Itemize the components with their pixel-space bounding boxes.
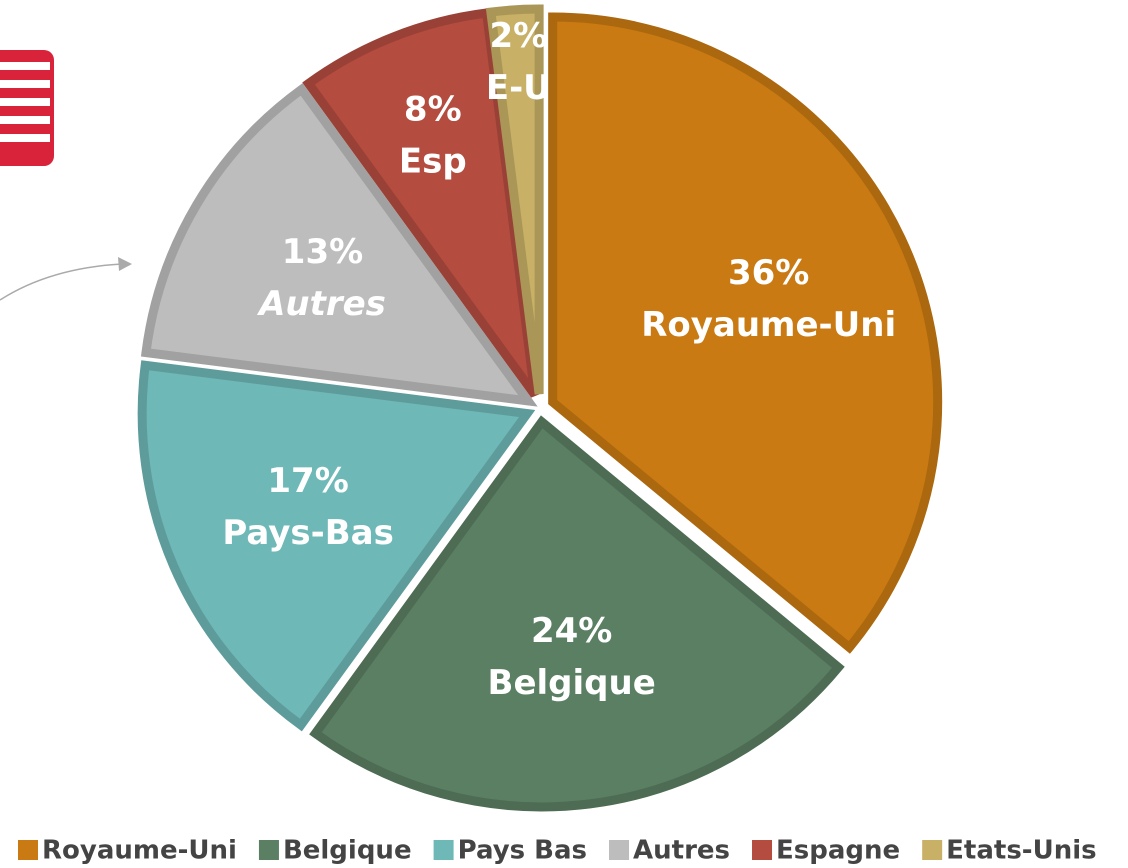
slice-name-label: E-U (486, 68, 551, 108)
legend-label: Royaume-Uni (42, 836, 237, 866)
slice-value-label: 36% (728, 253, 809, 293)
slice-name-label: Belgique (488, 663, 656, 703)
slice-name-label: Autres (256, 284, 386, 324)
legend-swatch (433, 840, 454, 860)
slice-value-label: 8% (404, 90, 462, 130)
pie-slice (485, 4, 544, 395)
slice-value-label: 13% (282, 232, 363, 272)
pointer-arrow (0, 263, 123, 301)
legend-swatch (922, 840, 943, 860)
legend-label: Belgique (283, 836, 412, 866)
slice-value-label: 24% (531, 611, 612, 651)
legend-label: Espagne (776, 836, 900, 866)
pie-slice (137, 360, 536, 732)
flag-icon (0, 50, 54, 166)
slice-name-label: Royaume-Uni (641, 305, 896, 345)
pie-slice (140, 83, 538, 407)
legend-swatch (258, 840, 279, 860)
pie-slice (309, 415, 845, 812)
legend-label: Pays Bas (458, 836, 587, 866)
legend-swatch (609, 840, 630, 860)
pie-slice (548, 12, 943, 654)
arrow-head (118, 257, 132, 271)
pie-slice (302, 7, 540, 398)
slice-value-label: 17% (267, 461, 348, 501)
legend-swatch (752, 840, 773, 860)
slice-value-label: 2% (489, 16, 547, 56)
legend-label: Autres (633, 836, 730, 866)
slice-name-label: Pays-Bas (222, 513, 394, 553)
legend-swatch (18, 840, 38, 860)
slice-name-label: Esp (399, 142, 467, 182)
legend-label: Etats-Unis (946, 836, 1096, 866)
